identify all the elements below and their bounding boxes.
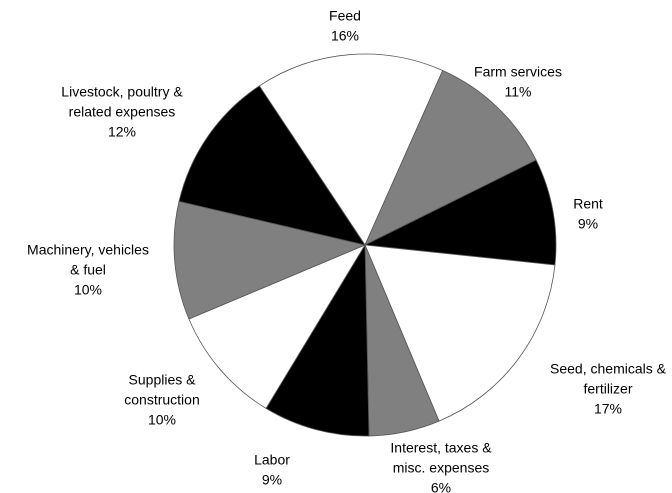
slice-label: Rent: [573, 196, 603, 212]
slice-value-label: 9%: [262, 472, 282, 488]
slice-value-label: 10%: [74, 282, 102, 298]
slice-value-label: 6%: [431, 480, 451, 493]
slice-label: Interest, taxes &: [390, 440, 492, 456]
pie-slice: [364, 244, 556, 422]
slice-value-label: 9%: [578, 216, 598, 232]
pie-slice: [188, 244, 366, 409]
slice-label: Livestock, poultry &: [61, 84, 183, 100]
pie-slice: [173, 200, 367, 320]
slice-label: Farm services: [474, 64, 562, 80]
slice-value-label: 10%: [148, 412, 176, 428]
slice-value-label: 12%: [108, 124, 136, 140]
slice-value-label: 17%: [594, 401, 622, 417]
slice-label: Seed, chemicals &: [550, 361, 667, 377]
pie-slice: [258, 53, 444, 246]
slice-label: related expenses: [69, 104, 176, 120]
slice-label: Machinery, vehicles: [27, 242, 149, 258]
slice-label: Feed: [329, 8, 361, 24]
slice-label: Labor: [254, 452, 290, 468]
slice-value-label: 11%: [505, 84, 532, 100]
slice-value-label: 16%: [331, 28, 359, 44]
pie-slice: [364, 69, 537, 246]
pie-slice: [363, 159, 557, 266]
slice-label: fertilizer: [583, 381, 632, 397]
slice-label: Supplies &: [129, 372, 197, 388]
slice-label: construction: [124, 392, 199, 408]
slice-label: misc. expenses: [393, 460, 489, 476]
pie-slice: [265, 243, 370, 437]
slice-label: & fuel: [70, 262, 106, 278]
pie-slice: [178, 85, 366, 246]
